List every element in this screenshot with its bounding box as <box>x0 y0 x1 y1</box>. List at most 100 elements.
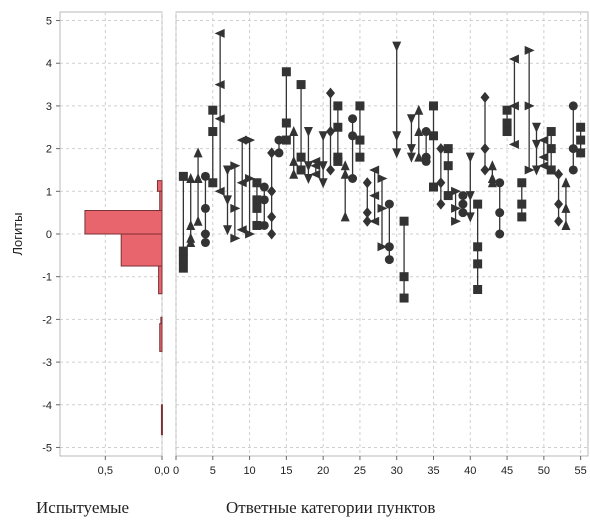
marker-circle <box>568 144 578 154</box>
y-tick-label: -5 <box>42 442 52 454</box>
marker-triangle-up <box>289 155 299 166</box>
x-tick-label-right: 15 <box>280 465 292 477</box>
marker-triangle-left <box>508 101 519 111</box>
histogram-bar <box>160 404 163 436</box>
marker-triangle-up <box>414 126 424 137</box>
marker-circle <box>259 195 269 205</box>
marker-square <box>178 171 188 181</box>
marker-diamond <box>436 143 446 155</box>
marker-square <box>576 122 586 132</box>
histogram-bar <box>120 233 163 267</box>
marker-diamond <box>362 207 372 219</box>
marker-triangle-left <box>508 54 519 64</box>
marker-triangle-left <box>538 152 549 162</box>
marker-triangle-up <box>340 211 350 222</box>
marker-triangle-right <box>377 203 388 213</box>
x-tick-label-right: 50 <box>538 465 550 477</box>
marker-diamond <box>480 164 490 176</box>
marker-diamond <box>554 215 564 227</box>
marker-circle <box>200 171 210 181</box>
marker-triangle-right <box>524 45 535 55</box>
x-tick-label-right: 45 <box>501 465 513 477</box>
x-tick-label-right: 10 <box>243 465 255 477</box>
marker-diamond <box>326 126 335 138</box>
marker-triangle-right <box>377 242 388 252</box>
x-tick-label-right: 30 <box>391 465 403 477</box>
marker-triangle-down <box>406 144 416 155</box>
marker-circle <box>495 178 505 188</box>
x-axis-title-left: Испытуемые <box>36 498 130 517</box>
marker-triangle-up <box>340 168 350 179</box>
marker-diamond <box>436 198 446 210</box>
marker-square <box>443 144 453 154</box>
marker-triangle-left <box>369 216 380 226</box>
marker-triangle-left <box>236 135 247 145</box>
x-tick-label-right: 40 <box>464 465 476 477</box>
y-tick-label: 2 <box>46 144 52 156</box>
histogram-bar <box>156 180 163 192</box>
marker-triangle-up <box>340 160 350 171</box>
marker-triangle-up <box>186 219 196 230</box>
marker-triangle-up <box>487 160 497 171</box>
x-tick-label-right: 35 <box>427 465 439 477</box>
marker-circle <box>348 174 358 183</box>
marker-triangle-right <box>451 216 462 226</box>
y-tick-label: 1 <box>46 186 52 198</box>
marker-triangle-down <box>318 178 328 189</box>
marker-circle <box>348 114 358 124</box>
marker-triangle-right <box>377 174 388 183</box>
scatter-panel <box>178 28 586 303</box>
marker-diamond <box>267 228 277 240</box>
marker-triangle-up <box>487 177 497 188</box>
marker-triangle-left <box>310 161 321 171</box>
marker-triangle-left <box>369 165 380 175</box>
marker-square <box>252 203 262 213</box>
marker-square <box>355 152 365 162</box>
marker-square <box>399 216 409 226</box>
x-axis-title-right: Ответные категории пунктов <box>226 498 436 517</box>
marker-triangle-down <box>318 131 328 142</box>
marker-circle <box>200 203 210 213</box>
marker-triangle-down <box>465 191 475 202</box>
marker-triangle-down <box>532 139 541 150</box>
y-tick-label: 5 <box>46 16 52 28</box>
marker-circle <box>259 182 269 192</box>
marker-square <box>208 127 218 137</box>
marker-square <box>333 156 343 166</box>
histogram-bar <box>159 323 163 352</box>
marker-circle <box>568 165 578 175</box>
y-tick-label: -1 <box>42 272 52 284</box>
marker-triangle-down <box>392 41 402 52</box>
marker-triangle-down <box>406 152 416 163</box>
marker-triangle-left <box>214 80 225 90</box>
x-tick-label-left: 0,0 <box>154 465 169 477</box>
marker-square <box>333 122 343 132</box>
marker-square <box>296 80 306 90</box>
marker-square <box>281 135 291 145</box>
marker-circle <box>384 255 394 265</box>
marker-square <box>281 118 291 128</box>
marker-square <box>517 212 527 222</box>
marker-triangle-right <box>230 203 241 213</box>
marker-triangle-down <box>465 152 475 163</box>
marker-diamond <box>267 211 277 223</box>
marker-circle <box>274 148 284 158</box>
marker-square <box>443 191 453 201</box>
marker-triangle-down <box>392 148 402 159</box>
marker-square <box>355 135 365 145</box>
marker-square <box>178 255 188 265</box>
marker-square <box>208 105 218 115</box>
x-tick-label-right: 25 <box>354 465 366 477</box>
marker-diamond <box>267 147 277 159</box>
x-tick-label-right: 20 <box>317 465 329 477</box>
marker-triangle-up <box>193 147 203 158</box>
marker-triangle-down <box>532 165 541 176</box>
marker-circle <box>259 220 269 230</box>
marker-triangle-right <box>230 233 241 243</box>
marker-triangle-up <box>414 104 424 115</box>
marker-triangle-up <box>193 173 203 183</box>
marker-circle <box>384 242 394 252</box>
marker-square <box>208 178 218 188</box>
